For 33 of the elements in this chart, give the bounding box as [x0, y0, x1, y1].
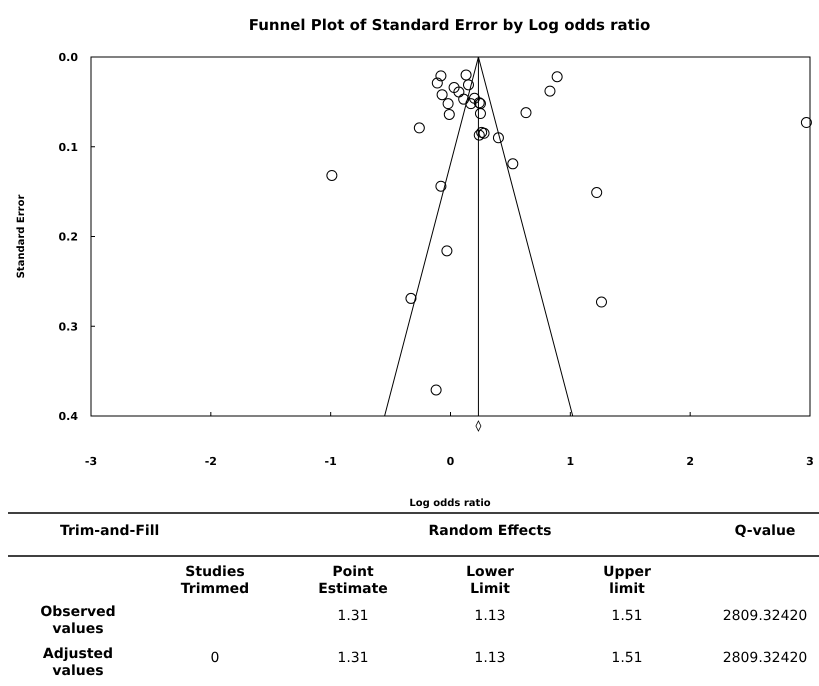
- text: Lower Limit: [466, 564, 514, 597]
- y-tick-label: 0.0: [58, 51, 78, 64]
- y-tick-label: 0.3: [58, 320, 78, 334]
- x-tick-label: -3: [84, 455, 98, 468]
- text: Point Estimate: [318, 564, 388, 597]
- x-tick-label: 3: [806, 455, 814, 468]
- text: Trim-and-Fill: [60, 523, 160, 539]
- text: 0: [210, 650, 220, 666]
- text: Adjusted values: [42, 646, 114, 679]
- text: Studies Trimmed: [180, 564, 250, 597]
- x-tick-label: 0: [446, 455, 455, 468]
- y-axis-title: Standard Error: [16, 194, 27, 278]
- text: 1.13: [474, 608, 506, 624]
- chart-title: Funnel Plot of Standard Error by Log odds ratio: [248, 16, 650, 34]
- y-tick-label: 0.4: [58, 410, 78, 423]
- text: Observed values: [40, 604, 116, 637]
- x-axis-title: Log odds ratio: [409, 498, 491, 509]
- text: Random Effects: [428, 523, 552, 539]
- text: Upper limit: [603, 564, 651, 597]
- text: 1.31: [337, 650, 369, 666]
- y-tick-label: 0.2: [58, 230, 78, 244]
- y-tick-label: 0.1: [58, 140, 78, 154]
- text: 1.51: [611, 650, 643, 666]
- text: 2809.32420: [722, 650, 808, 666]
- text: 1.31: [337, 608, 369, 624]
- x-tick-label: -1: [324, 455, 337, 468]
- x-tick-label: 2: [686, 455, 694, 468]
- x-tick-label: -2: [204, 455, 217, 468]
- text: 1.13: [474, 650, 506, 666]
- text: 1.51: [611, 608, 643, 624]
- x-tick-label: 1: [566, 455, 574, 468]
- text: 2809.32420: [722, 608, 808, 624]
- text: Q-value: [734, 523, 796, 539]
